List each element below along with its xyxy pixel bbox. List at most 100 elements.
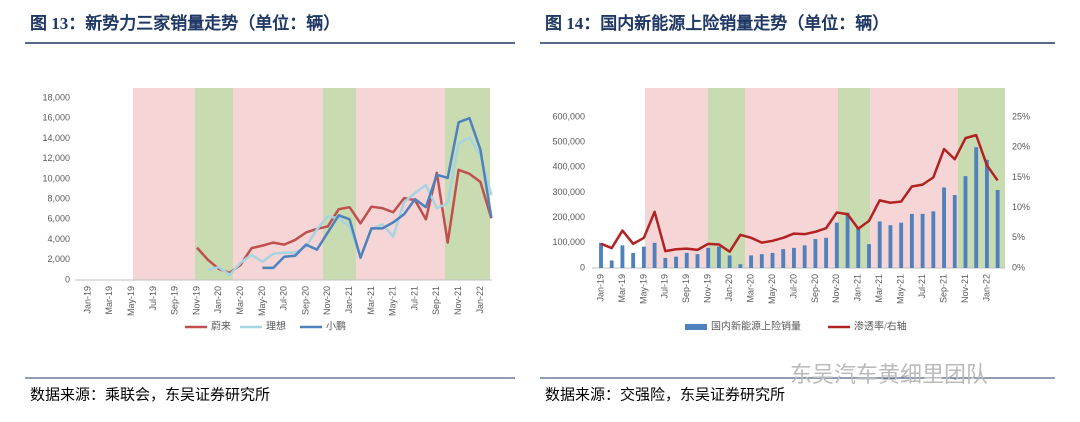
y-tick-label: 12,000: [42, 153, 70, 163]
x-tick-label: Nov-19: [191, 286, 201, 315]
y-tick-label: 8,000: [47, 193, 70, 203]
x-tick-label: May-21: [388, 286, 398, 316]
bar: [674, 256, 678, 268]
x-tick-label: Sep-21: [431, 286, 441, 315]
bar: [877, 221, 882, 268]
bar: [802, 245, 807, 268]
bar: [620, 245, 625, 268]
source: 数据来源：交强险，东吴证券研究所: [545, 385, 785, 403]
bar: [909, 213, 914, 268]
x-tick-label: May-19: [638, 274, 648, 304]
x-tick-label: Nov-21: [960, 274, 970, 303]
x-tick-label: Mar-21: [366, 286, 376, 315]
x-tick-label: Jan-20: [213, 286, 223, 314]
bands-1: [133, 88, 490, 280]
y-tick-label: 0: [65, 274, 70, 284]
bar: [867, 244, 871, 268]
watermark: 东吴汽车黄细里团队: [790, 363, 988, 388]
x-tick-label: Sep-20: [300, 286, 310, 315]
bar: [695, 254, 700, 268]
x-tick-label: Jan-19: [595, 274, 605, 302]
bar: [942, 187, 946, 268]
band: [133, 88, 490, 280]
bar: [984, 159, 989, 268]
bar: [856, 227, 861, 268]
x-tick-label: Mar-19: [104, 286, 114, 315]
bar: [888, 225, 893, 268]
y-tick-label: 2,000: [47, 254, 70, 264]
bar: [599, 242, 603, 268]
y2-tick-label: 10%: [1012, 202, 1030, 212]
legend-label: 国内新能源上险销量: [711, 319, 801, 332]
band: [838, 88, 870, 268]
bar: [899, 222, 904, 268]
chart-title: 图 14：国内新能源上险销量走势（单位：辆）: [545, 13, 889, 33]
bar: [684, 252, 689, 268]
chart-title: 图 13：新势力三家销量走势（单位：辆）: [30, 13, 340, 33]
source: 数据来源：乘联会，东吴证券研究所: [30, 386, 270, 403]
x-tick-label: Jan-20: [724, 274, 734, 302]
series-line: [196, 168, 493, 275]
bar: [813, 239, 818, 268]
x-tick-label: Jul-20: [279, 286, 289, 311]
bar: [749, 255, 754, 268]
x-tick-label: May-19: [126, 286, 136, 316]
x-tick-label: Nov-21: [453, 286, 463, 315]
bar: [631, 252, 636, 268]
bar: [641, 246, 646, 268]
x-tick-label: Jul-21: [409, 286, 419, 311]
y-tick-label: 18,000: [42, 92, 70, 102]
x-tick-label: Jan-21: [853, 274, 863, 302]
bar: [931, 211, 936, 268]
x-tick-label: May-21: [896, 274, 906, 304]
x-tick-label: Jan-19: [82, 286, 92, 314]
legend-label: 渗透率/右轴: [854, 319, 907, 332]
x-tick-label: May-20: [767, 274, 777, 304]
y2-tick-label: 5%: [1012, 232, 1025, 242]
x-tick-label: Mar-19: [617, 274, 627, 303]
x-tick-label: Mar-20: [745, 274, 755, 303]
band: [195, 88, 233, 280]
y2-tick-label: 0%: [1012, 262, 1025, 272]
y-tick-label: 200,000: [552, 212, 585, 222]
y2-tick-label: 25%: [1012, 111, 1030, 121]
bar: [952, 195, 957, 268]
bar: [609, 260, 614, 268]
bar: [781, 249, 786, 268]
legend-label: 蔚来: [211, 320, 231, 332]
bar: [759, 254, 764, 268]
y-tick-label: 14,000: [42, 133, 70, 143]
x-tick-label: Mar-20: [235, 286, 245, 315]
y-tick-label: 400,000: [552, 162, 585, 172]
bar: [834, 222, 839, 268]
bar: [995, 189, 1000, 268]
bar: [974, 147, 979, 268]
y-tick-label: 4,000: [47, 234, 70, 244]
bar: [792, 247, 796, 268]
y-tick-label: 10,000: [42, 173, 70, 183]
y-tick-label: 16,000: [42, 113, 70, 123]
y-tick-label: 300,000: [552, 187, 585, 197]
x-tick-label: Jan-22: [981, 274, 991, 302]
x-tick-label: May-20: [257, 286, 267, 316]
x-tick-label: Jul-21: [917, 274, 927, 299]
legend-label: 小鹏: [326, 319, 346, 332]
y-tick-label: 500,000: [552, 137, 585, 147]
x-tick-label: Nov-20: [322, 286, 332, 315]
bar: [706, 247, 711, 268]
bar: [770, 252, 775, 268]
band: [323, 88, 356, 280]
bar: [920, 213, 925, 268]
y2-tick-label: 15%: [1012, 172, 1030, 182]
y-tick-label: 600,000: [552, 111, 585, 121]
x-tick-label: Sep-20: [810, 274, 820, 303]
x-tick-label: Jul-20: [788, 274, 798, 299]
bar: [963, 176, 968, 268]
bar: [716, 246, 721, 268]
x-tick-label: Sep-19: [681, 274, 691, 303]
bar: [663, 257, 668, 268]
y-tick-label: 100,000: [552, 237, 585, 247]
bar: [824, 237, 829, 268]
